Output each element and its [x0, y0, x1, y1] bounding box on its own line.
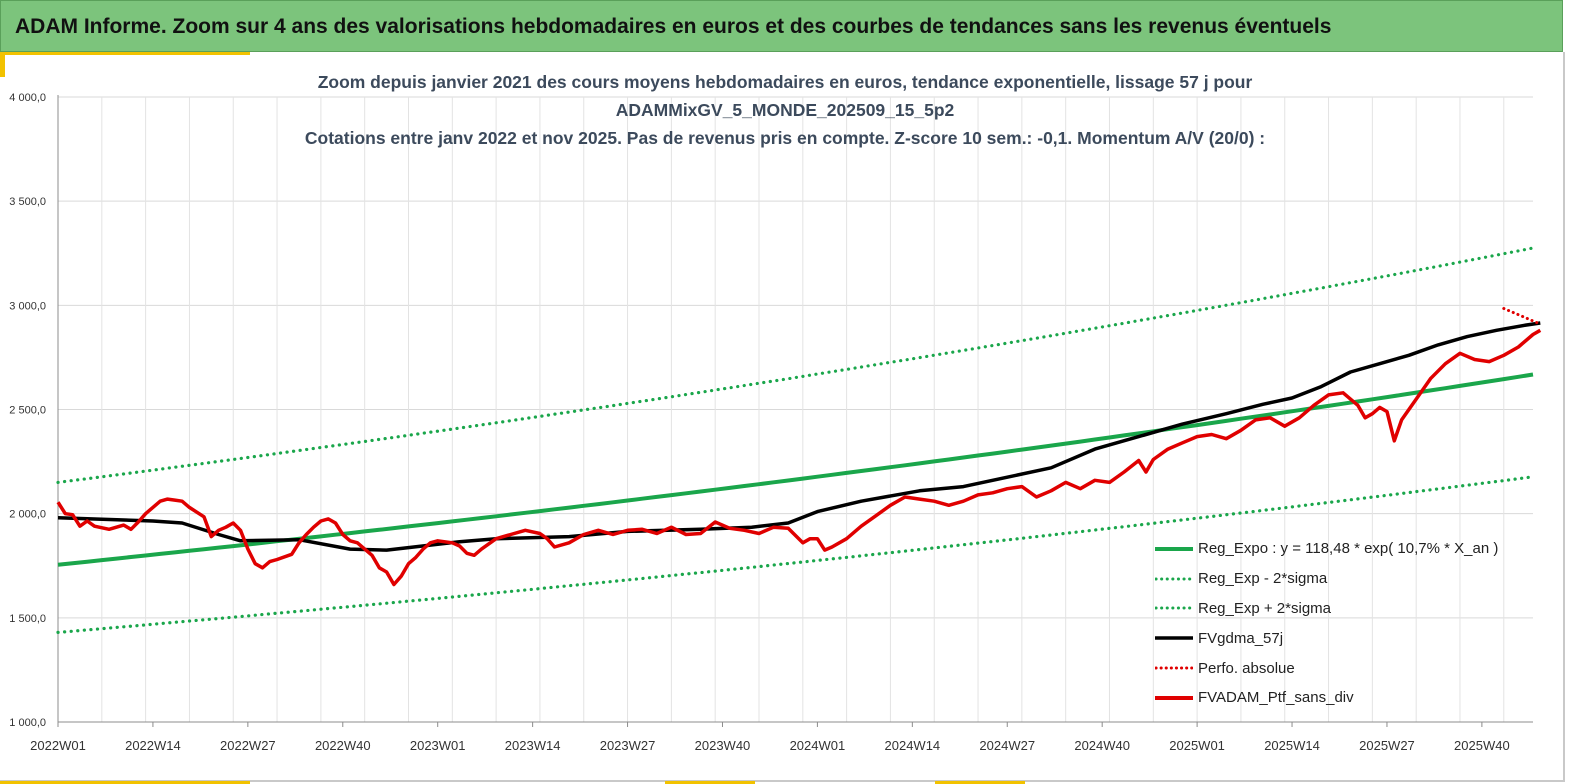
legend-item-reg-expo: Reg_Expo : y = 118,48 * exp( 10,7% * X_a…: [1155, 534, 1498, 564]
legend-label-ptf: FVADAM_Ptf_sans_div: [1198, 689, 1354, 707]
x-tick-label: 2022W40: [315, 738, 371, 753]
x-tick-label: 2023W14: [505, 738, 561, 753]
legend-item-reg-minus: Reg_Exp - 2*sigma: [1155, 564, 1498, 594]
legend-label-perfo: Perfo. absolue: [1198, 659, 1295, 677]
x-tick-label: 2024W14: [885, 738, 941, 753]
y-tick-label: 3 500,0: [9, 196, 46, 208]
x-tick-label: 2025W40: [1454, 738, 1510, 753]
y-tick-label: 1 000,0: [9, 717, 46, 729]
series-line-gdma: [57, 321, 1541, 552]
accent-bar-top: [0, 52, 250, 55]
accent-bar-bottom-mid2: [935, 781, 1025, 784]
accent-bar-bottom-mid: [665, 781, 755, 784]
chart-title-line-1: Zoom depuis janvier 2021 des cours moyen…: [317, 72, 1253, 92]
series-line-ptf: [56, 328, 1542, 587]
legend-item-ptf: FVADAM_Ptf_sans_div: [1155, 683, 1498, 713]
legend-label-reg-expo: Reg_Expo : y = 118,48 * exp( 10,7% * X_a…: [1198, 540, 1499, 558]
legend-swatch-reg-plus: [1155, 606, 1193, 610]
legend-swatch-perfo: [1155, 666, 1193, 670]
y-tick-label: 1 500,0: [9, 613, 46, 625]
legend-label-reg-plus: Reg_Exp + 2*sigma: [1198, 599, 1331, 617]
chart-legend: Reg_Expo : y = 118,48 * exp( 10,7% * X_a…: [1155, 534, 1498, 713]
chart-title: Zoom depuis janvier 2021 des cours moyen…: [160, 68, 1410, 152]
x-tick-label: 2025W14: [1264, 738, 1320, 753]
legend-label-reg-minus: Reg_Exp - 2*sigma: [1198, 570, 1328, 588]
y-tick-label: 2 000,0: [9, 509, 46, 521]
series-line-reg-plus: [56, 246, 1535, 484]
legend-swatch-ptf: [1155, 695, 1193, 700]
x-tick-label: 2025W01: [1169, 738, 1225, 753]
x-tick-label: 2023W40: [695, 738, 751, 753]
x-tick-label: 2024W40: [1074, 738, 1130, 753]
frame-bottom-border: [0, 780, 1565, 782]
accent-bar-left: [0, 52, 5, 77]
legend-swatch-gdma: [1155, 636, 1193, 641]
x-tick-label: 2022W14: [125, 738, 181, 753]
legend-item-perfo: Perfo. absolue: [1155, 653, 1498, 683]
accent-bar-bottom-left: [0, 781, 250, 784]
legend-label-gdma: FVgdma_57j: [1198, 629, 1284, 647]
legend-item-reg-plus: Reg_Exp + 2*sigma: [1155, 594, 1498, 624]
frame-right-border: [1563, 52, 1565, 780]
x-tick-label: 2022W27: [220, 738, 276, 753]
y-tick-label: 4 000,0: [9, 92, 46, 104]
series-line-reg-minus: [56, 475, 1535, 634]
chart-title-line-2: ADAMMixGV_5_MONDE_202509_15_5p2: [615, 100, 955, 120]
legend-swatch-reg-expo: [1155, 546, 1193, 551]
x-tick-label: 2023W27: [600, 738, 656, 753]
x-tick-label: 2024W27: [979, 738, 1035, 753]
x-tick-label: 2022W01: [30, 738, 86, 753]
legend-item-gdma: FVgdma_57j: [1155, 623, 1498, 653]
y-tick-label: 3 000,0: [9, 300, 46, 312]
banner-title: ADAM Informe. Zoom sur 4 ans des valoris…: [0, 0, 1563, 52]
x-tick-label: 2023W01: [410, 738, 466, 753]
legend-swatch-reg-minus: [1155, 577, 1193, 581]
chart-title-line-3: Cotations entre janv 2022 et nov 2025. P…: [304, 128, 1266, 148]
x-tick-label: 2024W01: [790, 738, 846, 753]
x-tick-label: 2025W27: [1359, 738, 1415, 753]
series-line-perfo: [1502, 307, 1542, 326]
y-tick-label: 2 500,0: [9, 405, 46, 417]
